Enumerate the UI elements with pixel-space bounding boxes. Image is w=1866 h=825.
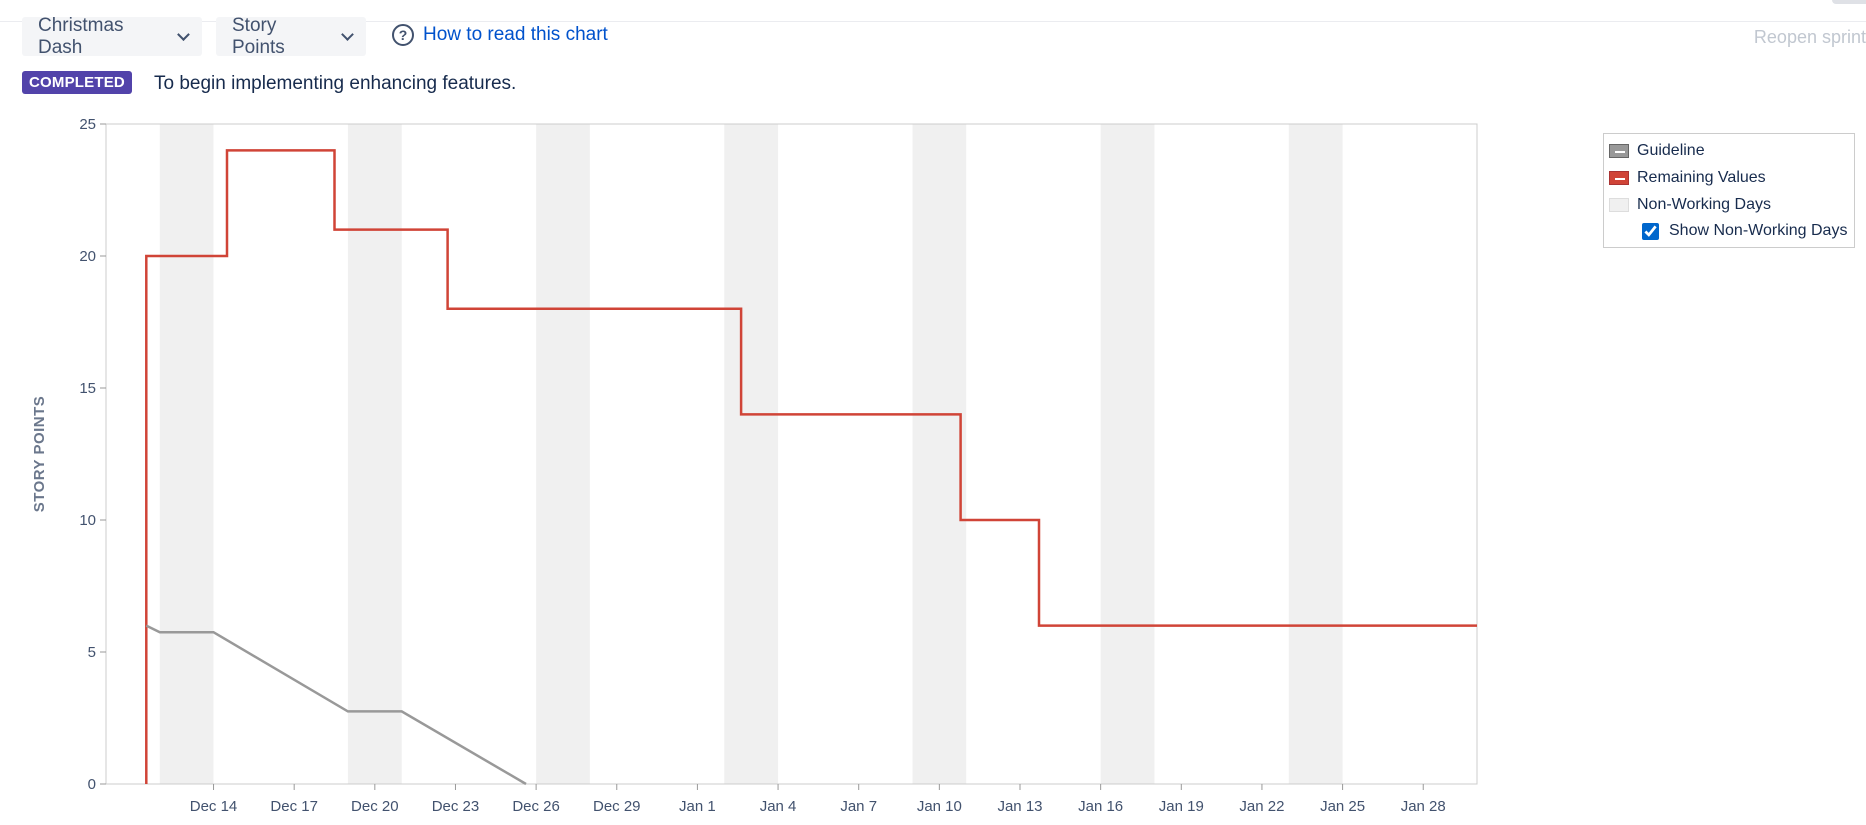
reopen-sprint-button[interactable]: Reopen sprint <box>1753 27 1866 47</box>
estimate-dropdown-label: Story Points <box>232 14 285 58</box>
question-circle-icon: ? <box>392 24 414 46</box>
x-tick-label: Jan 10 <box>917 798 962 815</box>
legend-item-remaining: Remaining Values <box>1609 169 1766 187</box>
legend-label-remaining: Remaining Values <box>1637 169 1766 186</box>
non-working-band <box>159 124 214 784</box>
guideline-line <box>145 624 527 786</box>
x-tick-label: Dec 20 <box>351 798 399 815</box>
estimate-dropdown[interactable]: Story Points <box>216 14 366 58</box>
x-tick-label: Dec 14 <box>190 798 238 815</box>
panel-handle <box>1832 0 1866 4</box>
x-tick-label: Dec 23 <box>432 798 480 815</box>
y-tick-label: 10 <box>79 512 96 529</box>
y-axis-label: STORY POINTS <box>31 396 48 513</box>
show-non-working-checkbox[interactable] <box>1642 222 1659 240</box>
chart-legend: Guideline Remaining Values Non-Working D… <box>1603 133 1855 248</box>
header-divider <box>0 21 1866 22</box>
status-badge: COMPLETED <box>22 71 132 94</box>
how-to-read-link[interactable]: ? How to read this chart <box>392 24 608 46</box>
x-tick-label: Jan 7 <box>840 798 877 815</box>
burndown-chart: 0 5 10 15 20 25 Dec 14 Dec 17 Dec 20 Dec 23 Dec 26… <box>31 116 1478 815</box>
y-tick-label: 0 <box>88 776 96 793</box>
sprint-dropdown[interactable]: Christmas Dash <box>22 14 202 58</box>
how-to-read-label: How to read this chart <box>423 24 608 45</box>
x-tick-label: Jan 22 <box>1239 798 1284 815</box>
x-tick-label: Dec 29 <box>593 798 641 815</box>
y-tick-label: 5 <box>88 644 96 661</box>
legend-item-guideline: Guideline <box>1609 142 1705 160</box>
sprint-dropdown-label: Christmas Dash <box>38 14 124 58</box>
non-working-band <box>536 124 590 784</box>
x-tick-label: Dec 26 <box>512 798 560 815</box>
y-tick-label: 20 <box>79 248 96 265</box>
non-working-band <box>347 124 402 784</box>
y-tick-label: 25 <box>79 116 96 133</box>
y-tick-label: 15 <box>79 380 96 397</box>
x-tick-label: Jan 25 <box>1320 798 1365 815</box>
show-non-working-toggle[interactable]: Show Non-Working Days <box>1642 222 1847 240</box>
guideline-swatch-icon <box>1609 144 1629 158</box>
legend-label-guideline: Guideline <box>1637 142 1705 159</box>
plot-area <box>106 124 1477 784</box>
non-working-band <box>912 124 967 784</box>
non-working-band <box>1100 124 1155 784</box>
show-non-working-label: Show Non-Working Days <box>1669 222 1848 239</box>
x-tick-label: Jan 1 <box>679 798 716 815</box>
legend-item-non-working: Non-Working Days <box>1609 196 1771 214</box>
x-tick-label: Jan 28 <box>1401 798 1446 815</box>
legend-label-non-working: Non-Working Days <box>1637 196 1771 213</box>
x-tick-label: Dec 17 <box>270 798 318 815</box>
plot-border <box>105 123 1478 785</box>
x-tick-label: Jan 16 <box>1078 798 1123 815</box>
x-tick-label: Jan 4 <box>760 798 797 815</box>
sprint-goal: To begin implementing enhancing features… <box>154 73 517 94</box>
x-tick-label: Jan 19 <box>1159 798 1204 815</box>
remaining-values-line <box>145 149 1477 784</box>
remaining-swatch-icon <box>1609 171 1629 185</box>
non-working-swatch-icon <box>1609 198 1629 212</box>
non-working-band <box>1288 124 1343 784</box>
non-working-band <box>724 124 779 784</box>
x-tick-label: Jan 13 <box>997 798 1042 815</box>
